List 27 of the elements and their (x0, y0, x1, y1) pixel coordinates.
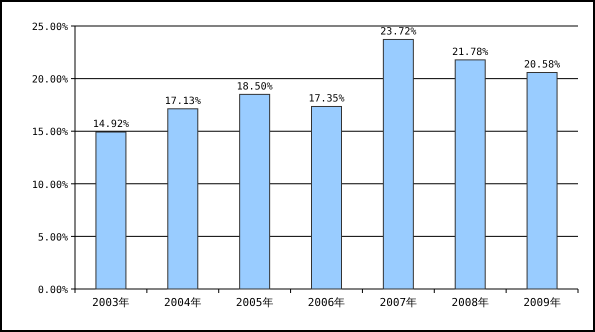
data-label: 14.92% (92, 119, 129, 130)
bar (454, 59, 486, 290)
bar (95, 132, 126, 290)
data-label: 17.35% (308, 93, 345, 104)
bar (526, 72, 558, 290)
x-tick-label: 2004年 (164, 296, 202, 309)
x-tick-label: 2009年 (523, 296, 561, 309)
bar (311, 106, 342, 290)
x-tick-label: 2007年 (380, 296, 418, 309)
x-tick-label: 2008年 (451, 296, 489, 309)
data-label: 20.58% (524, 60, 560, 70)
data-label: 23.72% (380, 26, 416, 38)
y-tick-label: 25.00% (32, 22, 68, 33)
x-tick-label: 2005年 (236, 296, 274, 309)
y-tick-label: 15.00% (32, 127, 68, 138)
y-tick-label: 20.00% (32, 74, 68, 86)
x-tick-label: 2003年 (92, 296, 130, 309)
data-label: 21.78% (452, 46, 488, 58)
y-tick-label: 10.00% (32, 180, 68, 191)
bar (382, 38, 414, 290)
y-tick-label: 5.00% (38, 232, 68, 244)
bar (167, 108, 198, 290)
data-label: 18.50% (236, 81, 273, 92)
x-tick-label: 2006年 (308, 296, 346, 309)
bar (239, 94, 270, 290)
data-label: 17.13% (164, 96, 201, 107)
y-tick-label: 0.00% (38, 285, 68, 296)
